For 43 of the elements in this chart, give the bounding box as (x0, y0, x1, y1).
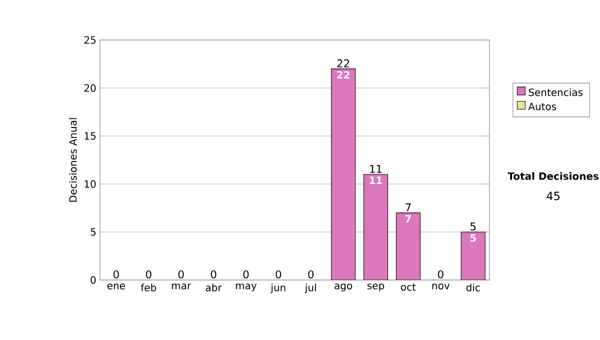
total-label: 5 (470, 222, 476, 230)
total-label: 0 (114, 270, 119, 278)
x-tick-label: jul (304, 284, 316, 294)
total-label: 0 (438, 270, 444, 278)
y-tick-label: 5 (90, 228, 96, 236)
bar (396, 212, 420, 280)
x-tick-label: mar (172, 284, 192, 290)
total-label: 11 (370, 165, 382, 173)
total-label: 0 (210, 270, 216, 278)
total-label: 7 (406, 203, 411, 212)
text: Total Decisiones (508, 172, 599, 180)
data-label: 11 (370, 176, 382, 184)
y-tick-label: 0 (90, 276, 96, 284)
x-tick-label: dic (466, 284, 480, 292)
y-tick-label: 15 (84, 132, 96, 140)
y-axis-title: Decisiones Anual (69, 118, 77, 202)
data-label: 5 (470, 234, 476, 242)
x-tick-label: ene (107, 284, 126, 290)
text: 45 (546, 192, 560, 200)
total-label: 0 (308, 270, 314, 278)
data-label: 22 (337, 71, 350, 78)
y-tick-label: 25 (84, 36, 96, 44)
bar (331, 68, 356, 280)
y-tick-label: 20 (84, 84, 96, 92)
total-label: 0 (146, 270, 152, 278)
legend-label: Autos (528, 102, 556, 110)
total-label: 22 (337, 59, 350, 68)
x-tick-label: may (236, 284, 257, 292)
x-tick-label: jun (270, 284, 286, 294)
bar (364, 174, 388, 280)
data-label: 7 (405, 215, 411, 222)
total-label: 0 (178, 270, 184, 278)
x-tick-label: oct (401, 284, 416, 291)
total-label: 0 (243, 270, 249, 278)
y-tick-label: 10 (84, 180, 96, 188)
legend-label: Sentencias (528, 88, 583, 96)
x-tick-label: abr (206, 284, 222, 292)
x-tick-label: sep (367, 284, 384, 292)
x-tick-label: ago (334, 284, 352, 292)
total-label: 0 (276, 270, 282, 278)
bar (460, 232, 486, 280)
x-tick-label: feb (140, 284, 156, 292)
x-tick-label: nov (432, 284, 450, 290)
